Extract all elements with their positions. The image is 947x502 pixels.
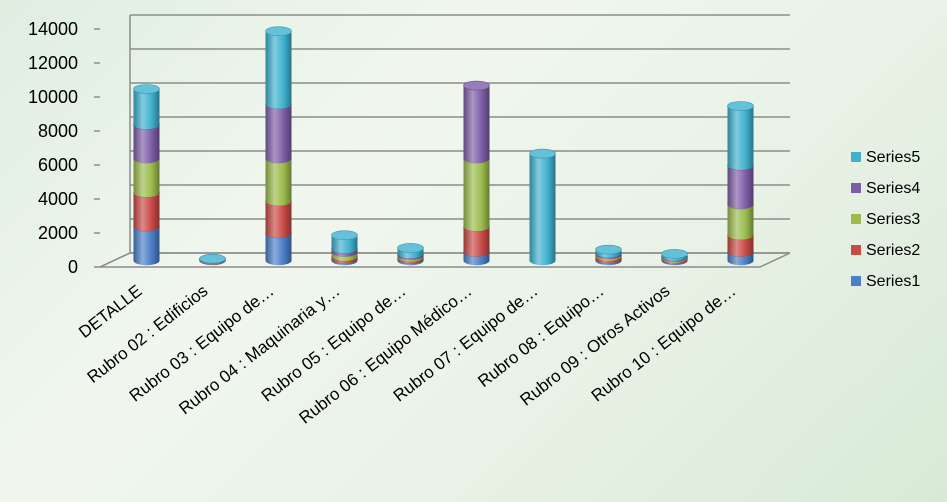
y-tick-label: 0 [68, 257, 78, 277]
bar-segment [463, 153, 490, 232]
y-tick-label: 10000 [28, 87, 78, 107]
y-tick-label: 2000 [38, 223, 78, 243]
legend-item: Series1 [851, 273, 920, 290]
legend-item: Series5 [851, 149, 920, 166]
legend-label: Series4 [866, 180, 920, 197]
y-tick-label: 4000 [38, 189, 78, 209]
legend: Series5 Series4 Series3 Series2 Series1 [851, 149, 920, 290]
bar-segment [265, 26, 292, 109]
legend-item: Series3 [851, 211, 920, 228]
bar-segment [265, 99, 292, 164]
bars-layer [133, 26, 754, 266]
y-tick-label: 14000 [28, 19, 78, 39]
legend-label: Series5 [866, 149, 920, 166]
bar-segment [463, 80, 490, 164]
bar-segment [595, 244, 622, 258]
legend-swatch [851, 152, 861, 162]
legend-swatch [851, 245, 861, 255]
bar-segment [331, 230, 358, 254]
y-tick-label: 6000 [38, 155, 78, 175]
bar-segment [133, 84, 160, 130]
legend-swatch [851, 214, 861, 224]
legend-item: Series4 [851, 180, 920, 197]
legend-label: Series2 [866, 242, 920, 259]
bar-segment [397, 243, 424, 259]
legend-swatch [851, 183, 861, 193]
legend-label: Series3 [866, 211, 920, 228]
legend-swatch [851, 276, 861, 286]
legend-item: Series2 [851, 242, 920, 259]
y-tick-label: 12000 [28, 53, 78, 73]
bar-segment [727, 101, 754, 170]
bar-segment [529, 148, 556, 266]
bar-segment [661, 249, 688, 261]
x-tick-label: Rubro 02 : Edificios [84, 281, 212, 387]
bar-segment [199, 253, 226, 264]
grid-layer [99, 14, 791, 268]
legend-label: Series1 [866, 273, 920, 290]
y-tick-label: 8000 [38, 121, 78, 141]
